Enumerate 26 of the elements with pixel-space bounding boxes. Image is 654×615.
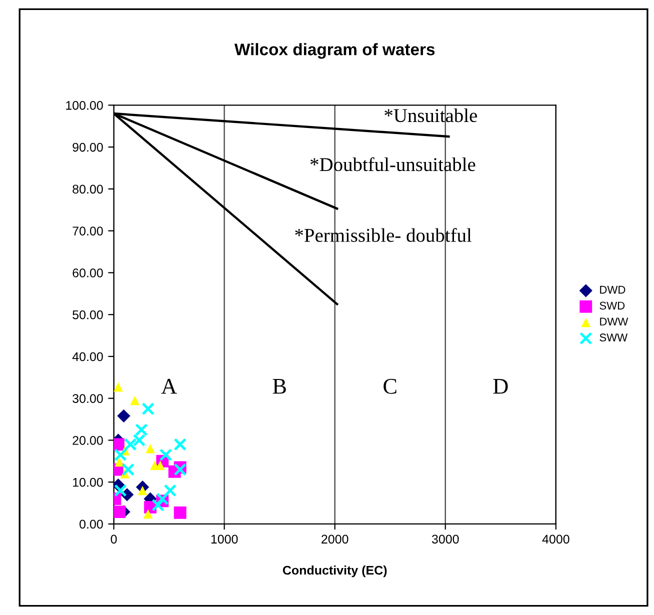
x-tick-label: 1000 [211,534,238,544]
y-tick-label: 30.00 [72,394,103,403]
annotation: B [272,379,286,394]
y-tick-label: 70.00 [72,226,103,236]
x-tick-label: 3000 [432,534,459,544]
x-tick-label: 4000 [542,534,570,544]
annotation: A [161,378,177,394]
y-tick-label: 10.00 [73,478,103,487]
y-tick-label: 40.00 [72,352,103,362]
x-tick-label: 2000 [322,534,348,544]
y-tick-label: 100.00 [66,100,103,110]
legend-label: DWD [600,286,626,294]
x-tick-label: 0 [110,534,117,544]
x-axis-title: Conductivity (EC) [282,565,387,578]
y-tick-label: 80.00 [72,184,103,194]
legend-label: DWW [600,318,628,326]
y-tick-label: 60.00 [72,268,103,278]
annotation: C [384,378,396,394]
chart-title: Wilcox diagram of waters [234,43,435,59]
y-tick-label: 50.00 [72,310,103,320]
y-tick-label: 20.00 [72,436,103,445]
y-tick-label: 90.00 [72,142,103,152]
legend-label: SWD [600,302,625,310]
annotation: D [493,379,508,394]
y-tick-label: 0.00 [80,520,103,529]
legend-label: SWW [600,334,628,342]
